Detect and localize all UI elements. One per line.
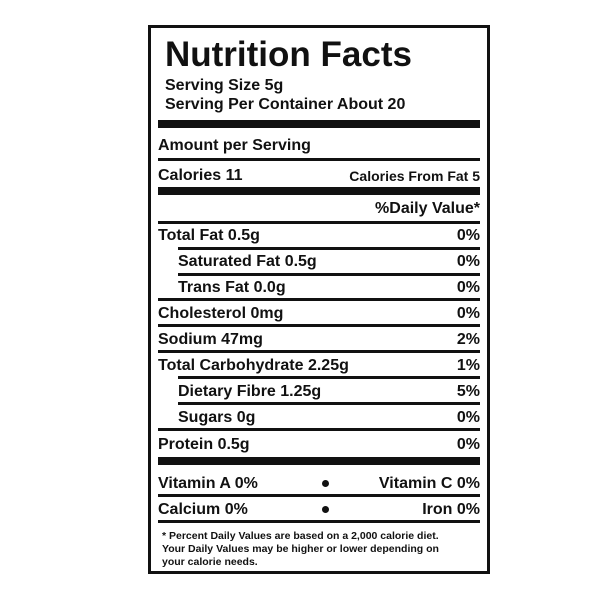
nutrient-dv: 0% (456, 279, 480, 296)
footnote: your calorie needs. (162, 556, 258, 568)
nutrition-label: Nutrition Facts Serving Size 5g Serving … (148, 25, 490, 574)
calories: Calories 11 (158, 167, 243, 184)
divider (158, 187, 480, 195)
nutrient-label: Protein 0.5g (158, 436, 250, 453)
vitamin: Iron 0% (422, 501, 480, 518)
calories-from-fat: Calories From Fat 5 (349, 168, 480, 184)
nutrient-label: Total Fat 0.5g (158, 227, 260, 244)
nutrient-dv: 0% (456, 227, 480, 244)
nutrient-label: Sugars 0g (178, 409, 256, 426)
bullet (322, 506, 329, 513)
nutrient-label: Trans Fat 0.0g (178, 279, 286, 296)
amount-per-serving: Amount per Serving (158, 137, 311, 154)
nutrient-dv: 0% (456, 409, 480, 426)
divider (158, 221, 480, 224)
vitamin: Calcium 0% (158, 501, 248, 518)
divider (158, 457, 480, 465)
servings-per-container: Serving Per Container About 20 (165, 96, 406, 113)
footnote: Your Daily Values may be higher or lower… (162, 543, 439, 555)
nutrient-dv: 0% (456, 436, 480, 453)
nutrient-dv: 0% (456, 253, 480, 270)
nutrient-label: Sodium 47mg (158, 331, 263, 348)
divider (178, 402, 480, 405)
divider (158, 298, 480, 301)
serving-size: Serving Size 5g (165, 77, 284, 94)
nutrient-label: Saturated Fat 0.5g (178, 253, 317, 270)
divider (158, 494, 480, 497)
divider (178, 273, 480, 276)
divider (158, 428, 480, 431)
bullet (322, 480, 329, 487)
nutrient-label: Dietary Fibre 1.25g (178, 383, 322, 400)
daily-value-header: %Daily Value* (375, 200, 480, 217)
nutrient-dv: 2% (456, 331, 480, 348)
divider (158, 324, 480, 327)
nutrient-dv: 0% (456, 305, 480, 322)
nutrient-label: Total Carbohydrate 2.25g (158, 357, 349, 374)
divider (158, 350, 480, 353)
footnote: * Percent Daily Values are based on a 2,… (162, 530, 439, 542)
divider (158, 120, 480, 128)
nutrient-label: Cholesterol 0mg (158, 305, 284, 322)
divider (158, 520, 480, 523)
nutrient-dv: 5% (456, 383, 480, 400)
vitamin: Vitamin A 0% (158, 475, 258, 492)
divider (178, 376, 480, 379)
divider (158, 158, 480, 161)
divider (178, 247, 480, 250)
nutrient-dv: 1% (456, 357, 480, 374)
title: Nutrition Facts (165, 35, 412, 74)
vitamin: Vitamin C 0% (378, 475, 480, 492)
